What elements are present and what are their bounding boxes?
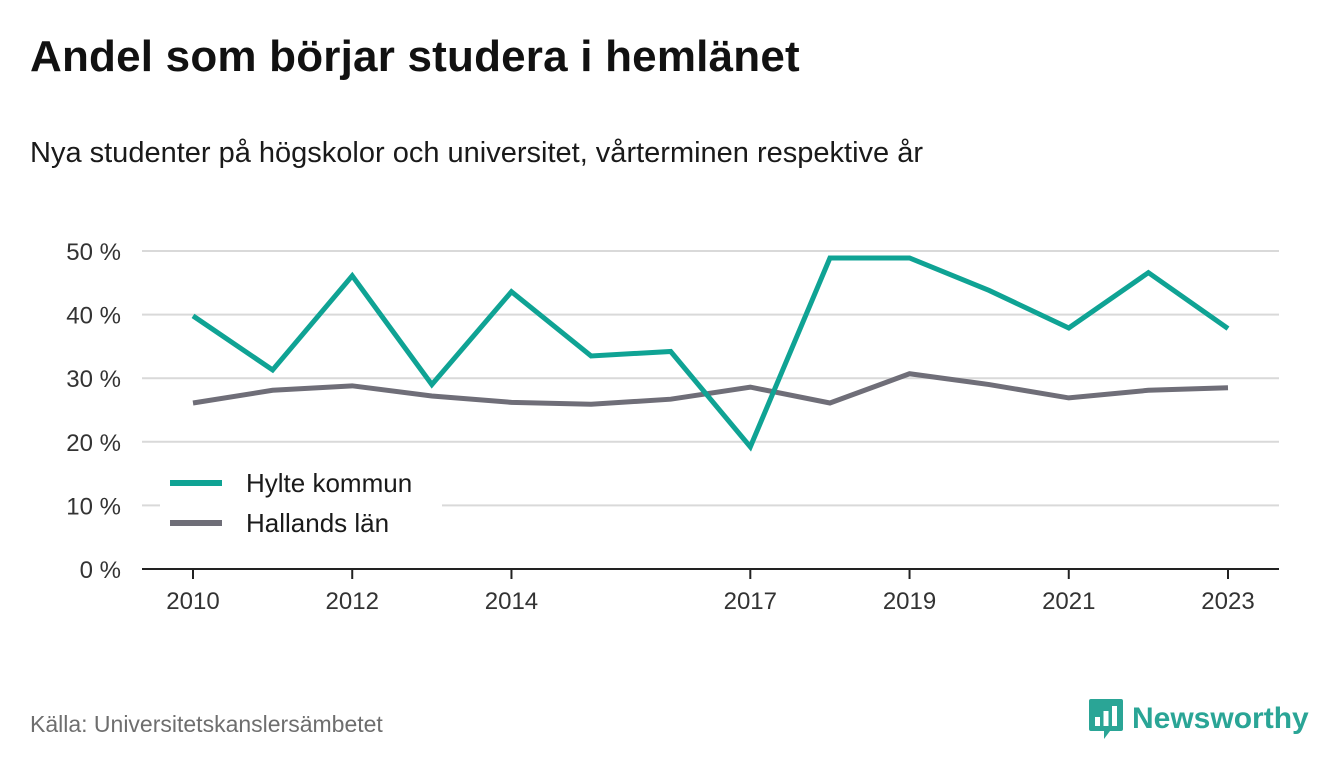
- series-lines: [191, 255, 1230, 452]
- x-tick-label: 2023: [1201, 588, 1254, 615]
- x-axis: [142, 568, 1279, 579]
- legend-label: Hylte kommun: [246, 468, 412, 498]
- brand-logo: Newsworthy: [1088, 697, 1309, 741]
- series-line-hallands-lan: [192, 371, 1229, 407]
- x-axis-tick-labels: 2010 2012 2014 2017 2019 2021 2023: [166, 588, 1254, 615]
- newsworthy-chart-icon: [1089, 699, 1123, 739]
- chart-title: Andel som börjar studera i hemlänet: [30, 32, 800, 81]
- y-tick-label: 30 %: [66, 366, 121, 393]
- y-tick-label: 0 %: [80, 557, 121, 584]
- chart-subtitle: Nya studenter på högskolor och universit…: [30, 137, 923, 169]
- source-note: Källa: Universitetskanslersämbetet: [30, 711, 383, 737]
- brand-name: Newsworthy: [1132, 702, 1309, 735]
- x-tick-label: 2014: [485, 588, 538, 615]
- y-tick-label: 50 %: [66, 239, 121, 266]
- x-tick-label: 2019: [883, 588, 936, 615]
- x-tick-label: 2010: [166, 588, 219, 615]
- y-axis-tick-labels: 0 % 10 % 20 % 30 % 40 % 50 %: [66, 239, 121, 584]
- x-tick-label: 2021: [1042, 588, 1095, 615]
- legend: Hylte kommun Hallands län: [160, 462, 442, 550]
- legend-label: Hallands län: [246, 508, 389, 538]
- y-tick-label: 20 %: [66, 430, 121, 457]
- legend-background: [160, 462, 442, 550]
- x-tick-label: 2017: [724, 588, 777, 615]
- x-tick-label: 2012: [326, 588, 379, 615]
- y-tick-label: 10 %: [66, 493, 121, 520]
- series-line-hylte-kommun: [191, 255, 1230, 452]
- y-tick-label: 40 %: [66, 303, 121, 330]
